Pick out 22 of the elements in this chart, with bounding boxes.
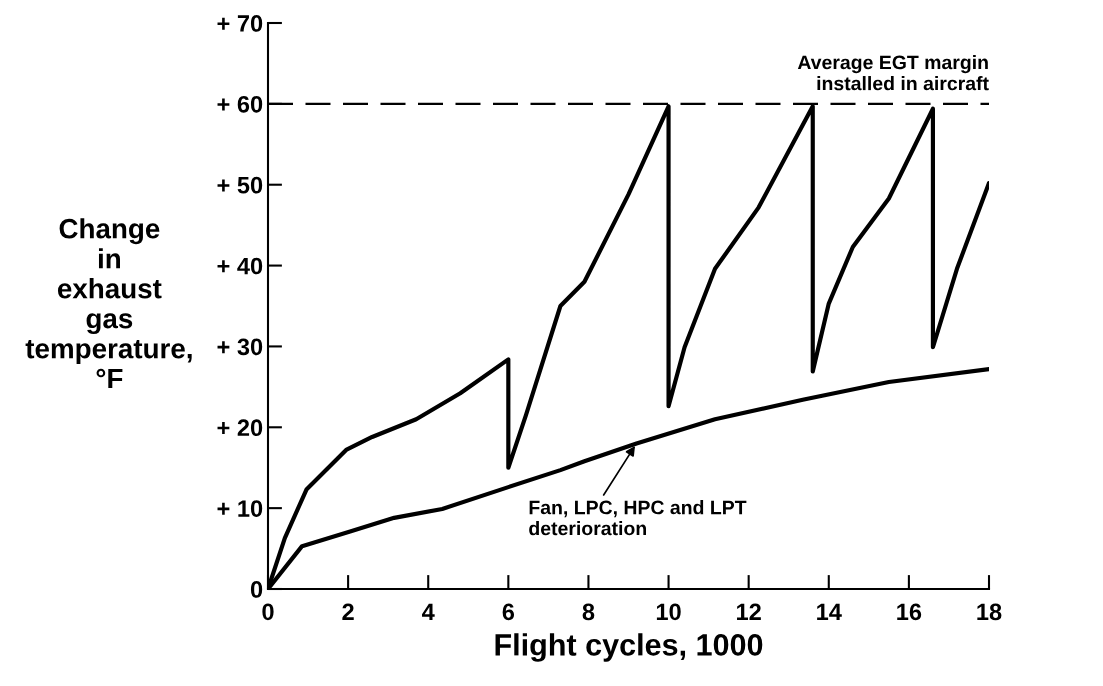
y-tick-label: + 50 xyxy=(217,176,263,194)
y-tick-label: + 30 xyxy=(217,338,263,356)
x-tick-label: 18 xyxy=(977,603,1002,621)
y-tick-label: + 10 xyxy=(217,500,263,517)
x-tick-label: 6 xyxy=(502,603,515,621)
x-tick-label: 4 xyxy=(422,603,435,620)
y-tick-label: + 20 xyxy=(217,419,263,437)
x-tick-label: 14 xyxy=(817,603,842,620)
x-tick-label: 12 xyxy=(737,603,761,620)
x-tick-label: 10 xyxy=(656,603,681,621)
ref-line-label: Average EGT margin installed in aircraft xyxy=(797,55,989,91)
y-axis-title: Change in exhaust gas temperature, °F xyxy=(25,218,192,389)
y-tick-label: + 40 xyxy=(217,257,263,275)
x-axis-title: Flight cycles, 1000 xyxy=(495,633,763,662)
y-tick-label: + 70 xyxy=(217,15,263,32)
x-tick-label: 16 xyxy=(897,603,922,621)
x-tick-label: 2 xyxy=(342,603,354,620)
annotation: Fan, LPC, HPC and LPT deterioration xyxy=(529,500,747,536)
x-tick-label: 0 xyxy=(262,603,274,621)
x-tick-label: 8 xyxy=(582,603,595,621)
y-tick-label: 0 xyxy=(250,581,263,598)
y-tick-label: + 60 xyxy=(217,95,263,113)
